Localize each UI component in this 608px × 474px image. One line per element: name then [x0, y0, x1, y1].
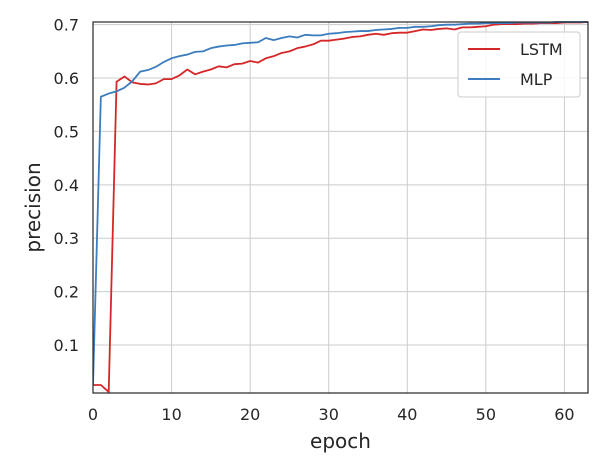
x-axis-label: epoch — [310, 429, 371, 453]
x-tick-label: 20 — [240, 405, 260, 424]
x-tick-label: 60 — [554, 405, 574, 424]
y-tick-label: 0.3 — [54, 229, 79, 248]
y-axis-label: precision — [21, 162, 45, 252]
series-line-lstm — [93, 21, 588, 393]
legend-label-mlp: MLP — [520, 70, 553, 89]
y-tick-label: 0.5 — [54, 122, 79, 141]
y-axis-ticks: 0.1 0.2 0.3 0.4 0.5 0.6 0.7 — [54, 16, 79, 355]
plot-frame — [92, 21, 589, 394]
y-tick-label: 0.4 — [54, 176, 79, 195]
y-tick-label: 0.2 — [54, 283, 79, 302]
y-tick-label: 0.7 — [54, 16, 79, 35]
series-line-mlp — [93, 21, 588, 386]
legend-label-lstm: LSTM — [520, 40, 563, 59]
legend: LSTM MLP — [457, 31, 581, 98]
y-tick-label: 0.1 — [54, 336, 79, 355]
y-tick-label: 0.6 — [54, 69, 79, 88]
plot-series — [93, 21, 588, 393]
x-tick-label: 40 — [397, 405, 417, 424]
x-tick-label: 50 — [476, 405, 496, 424]
x-tick-label: 0 — [88, 405, 98, 424]
x-tick-label: 10 — [161, 405, 181, 424]
x-tick-label: 30 — [319, 405, 339, 424]
x-axis-ticks: 0 10 20 30 40 50 60 — [88, 405, 575, 424]
